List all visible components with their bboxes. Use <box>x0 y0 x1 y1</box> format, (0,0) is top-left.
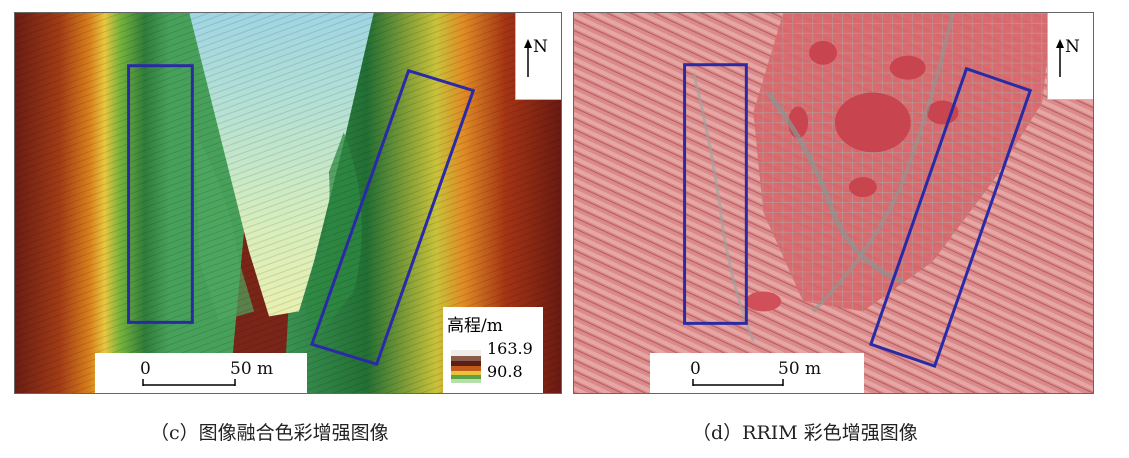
legend-color-ramp <box>451 350 481 383</box>
north-arrow-box: N <box>1047 13 1093 100</box>
north-arrow-box: N <box>515 13 561 100</box>
rrim-map-image <box>574 13 1093 393</box>
scale-fifty-label: 50 m <box>230 359 274 379</box>
fusion-color-image-panel: N 0 50 m 高程/m 163.9 90.8 <box>14 12 562 394</box>
study-area-box-left <box>683 63 748 325</box>
scale-bar: 0 50 m <box>95 353 307 393</box>
rrim-image-panel: N 0 50 m <box>573 12 1094 394</box>
scale-zero-label: 0 <box>140 359 151 379</box>
north-label: N <box>1065 37 1080 57</box>
north-arrow-icon <box>1056 39 1064 77</box>
scale-fifty-label: 50 m <box>778 359 822 379</box>
elevation-legend: 高程/m 163.9 90.8 <box>443 307 543 393</box>
legend-min-value: 90.8 <box>487 362 523 381</box>
legend-max-value: 163.9 <box>487 339 533 358</box>
north-label: N <box>533 37 548 57</box>
study-area-box-left <box>127 64 194 324</box>
study-area-box-right <box>309 68 476 366</box>
north-arrow-icon <box>524 39 532 77</box>
scale-bar: 0 50 m <box>650 353 864 393</box>
study-area-box-right <box>868 66 1033 369</box>
caption-c: （c）图像融合色彩增强图像 <box>150 422 389 444</box>
scale-zero-label: 0 <box>690 359 701 379</box>
legend-title: 高程/m <box>447 316 503 336</box>
caption-d: （d）RRIM 彩色增强图像 <box>692 422 918 444</box>
